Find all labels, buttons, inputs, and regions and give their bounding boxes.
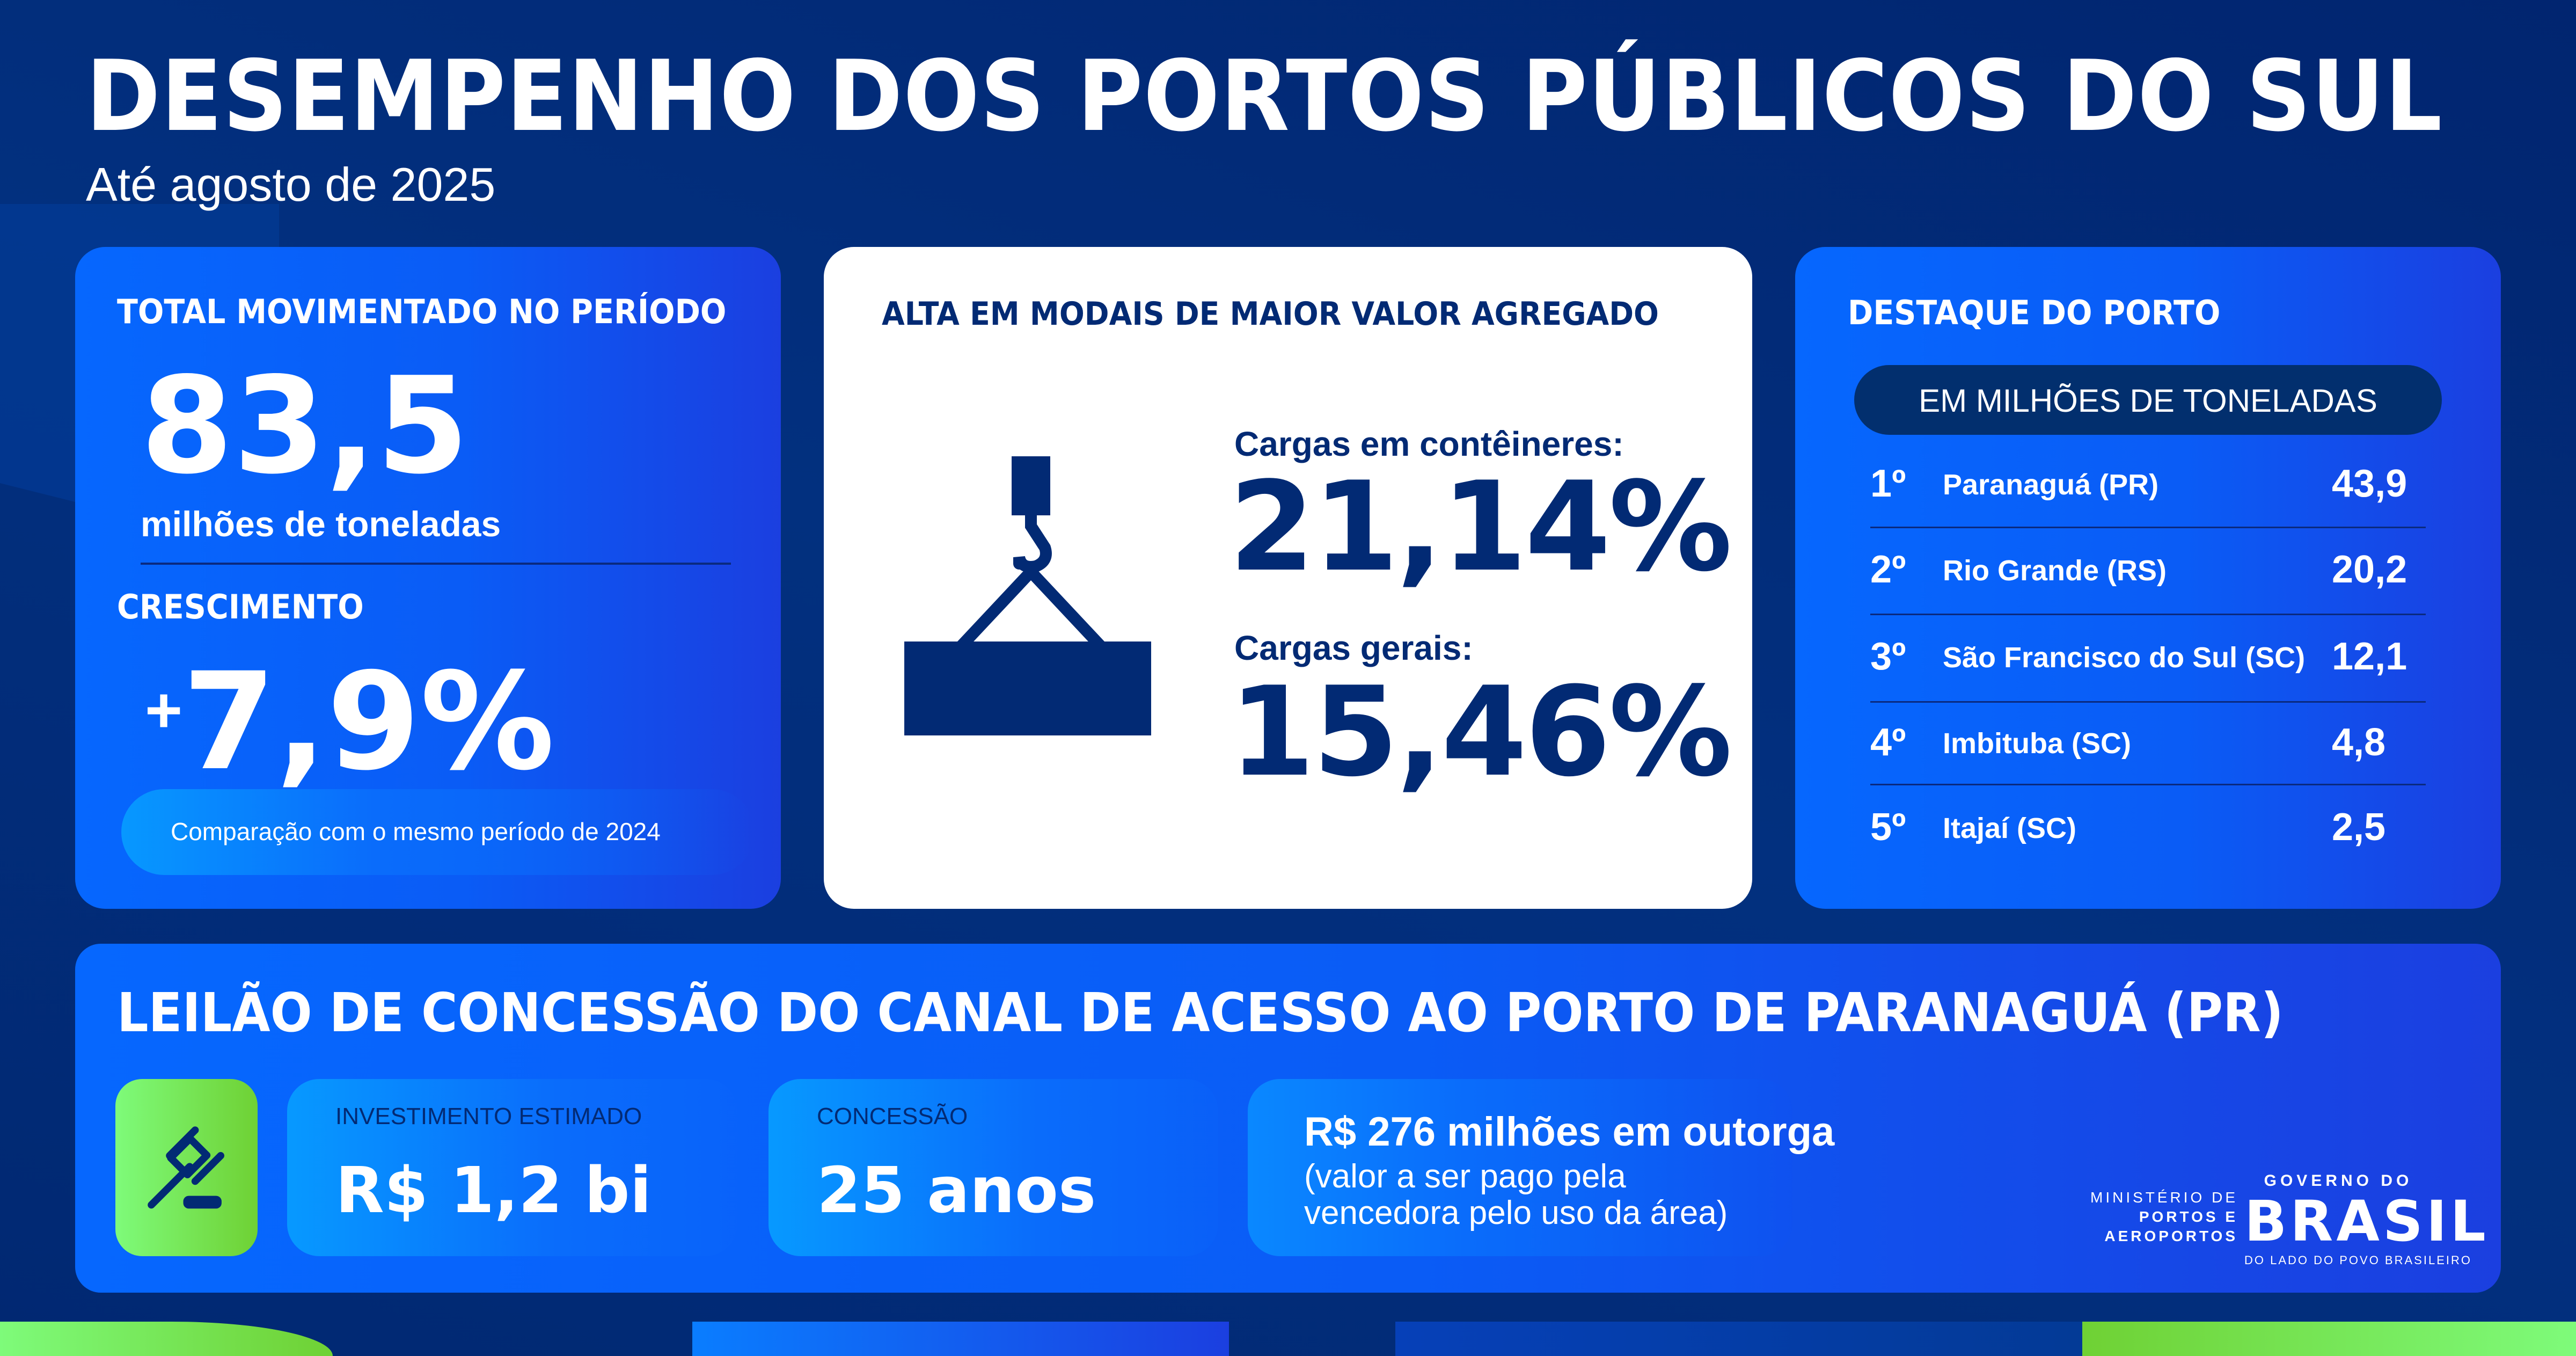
concession-box: CONCESSÃO 25 anos [769, 1079, 1218, 1256]
ministry-logo: MINISTÉRIO DE PORTOS E AEROPORTOS [2090, 1188, 2238, 1246]
ranking-label: DESTAQUE DO PORTO [1848, 293, 2221, 332]
investment-box: INVESTIMENTO ESTIMADO R$ 1,2 bi [287, 1079, 738, 1256]
decor-navy [1395, 1322, 2082, 1356]
rank-position: 5º [1870, 806, 1906, 849]
port-name: Rio Grande (RS) [1943, 555, 2167, 587]
page-subtitle: Até agosto de 2025 [86, 158, 496, 211]
ranking-unit: EM MILHÕES DE TONELADAS [1919, 383, 2377, 419]
government-logo: GOVERNO DO BRASIL DO LADO DO POVO BRASIL… [2244, 1172, 2489, 1267]
total-label: TOTAL MOVIMENTADO NO PERÍODO [117, 292, 727, 331]
grant-box: R$ 276 milhões em outorga (valor a ser p… [1248, 1079, 1834, 1256]
port-name: Itajaí (SC) [1943, 812, 2077, 844]
high-value-modal-card: ALTA EM MODAIS DE MAIOR VALOR AGREGADO C… [824, 247, 1752, 909]
investment-label: INVESTIMENTO ESTIMADO [335, 1103, 642, 1129]
ministry-line2: PORTOS E [2139, 1208, 2238, 1225]
ministry-line3: AEROPORTOS [2104, 1228, 2238, 1244]
total-movement-card: TOTAL MOVIMENTADO NO PERÍODO 83,5 milhõe… [75, 247, 781, 909]
comparison-note-pill: Comparação com o mesmo período de 2024 [121, 789, 755, 875]
grant-description: (valor a ser pago pela vencedora pelo us… [1304, 1158, 1728, 1231]
port-name: Paranaguá (PR) [1943, 469, 2159, 501]
container-crane-icon [904, 456, 1151, 735]
ranking-row: 5º Itajaí (SC) 2,5 [1870, 805, 2426, 891]
auction-panel: LEILÃO DE CONCESSÃO DO CANAL DE ACESSO A… [75, 944, 2501, 1293]
general-cargo-value: 15,46% [1229, 661, 1732, 804]
rank-position: 3º [1870, 635, 1906, 678]
concession-label: CONCESSÃO [817, 1103, 968, 1129]
concession-value: 25 anos [817, 1153, 1096, 1227]
total-value: 83,5 [141, 349, 469, 504]
rank-position: 2º [1870, 548, 1906, 591]
row-divider [1870, 527, 2426, 528]
growth-value-group: +7,9% [145, 655, 554, 789]
container-cargo-label: Cargas em contêineres: [1234, 425, 1624, 463]
port-value: 4,8 [2332, 721, 2386, 764]
unit-pill: EM MILHÕES DE TONELADAS [1854, 365, 2442, 435]
ministry-line1: MINISTÉRIO DE [2090, 1189, 2238, 1206]
total-unit: milhões de toneladas [141, 504, 501, 544]
gov-top: GOVERNO DO [2264, 1172, 2413, 1190]
growth-label: CRESCIMENTO [117, 587, 364, 626]
ranking-row: 2º Rio Grande (RS) 20,2 [1870, 548, 2426, 633]
rank-position: 1º [1870, 462, 1906, 505]
divider [141, 563, 731, 565]
page-title: DESEMPENHO DOS PORTOS PÚBLICOS DO SUL [86, 39, 2443, 153]
container-cargo-value: 21,14% [1229, 456, 1732, 599]
grant-headline: R$ 276 milhões em outorga [1304, 1109, 1835, 1155]
port-value: 12,1 [2332, 635, 2407, 678]
general-cargo-label: Cargas gerais: [1234, 629, 1473, 667]
port-name: São Francisco do Sul (SC) [1943, 641, 2306, 674]
comparison-note: Comparação com o mesmo período de 2024 [171, 818, 661, 845]
gov-tagline: DO LADO DO POVO BRASILEIRO [2244, 1253, 2472, 1267]
ranking-row: 4º Imbituba (SC) 4,8 [1870, 720, 2426, 806]
port-ranking-card: DESTAQUE DO PORTO EM MILHÕES DE TONELADA… [1795, 247, 2501, 909]
decor-blue [692, 1322, 1229, 1356]
port-value: 20,2 [2332, 548, 2407, 591]
ranking-row: 1º Paranaguá (PR) 43,9 [1870, 462, 2426, 548]
modal-label: ALTA EM MODAIS DE MAIOR VALOR AGREGADO [882, 295, 1659, 333]
growth-value: 7,9% [182, 644, 555, 800]
investment-value: R$ 1,2 bi [335, 1153, 652, 1227]
gov-main: BRASIL [2244, 1189, 2489, 1254]
gavel-tile [115, 1079, 258, 1256]
auction-title: LEILÃO DE CONCESSÃO DO CANAL DE ACESSO A… [117, 981, 2284, 1044]
port-name: Imbituba (SC) [1943, 727, 2131, 760]
port-value: 2,5 [2332, 806, 2386, 849]
row-divider [1870, 614, 2426, 615]
growth-sign: + [145, 674, 183, 746]
row-divider [1870, 784, 2426, 785]
port-value: 43,9 [2332, 462, 2407, 505]
gavel-icon [148, 1126, 224, 1209]
decor-green-right [2082, 1322, 2576, 1356]
ranking-row: 3º São Francisco do Sul (SC) 12,1 [1870, 635, 2426, 720]
rank-position: 4º [1870, 721, 1906, 764]
row-divider [1870, 701, 2426, 703]
